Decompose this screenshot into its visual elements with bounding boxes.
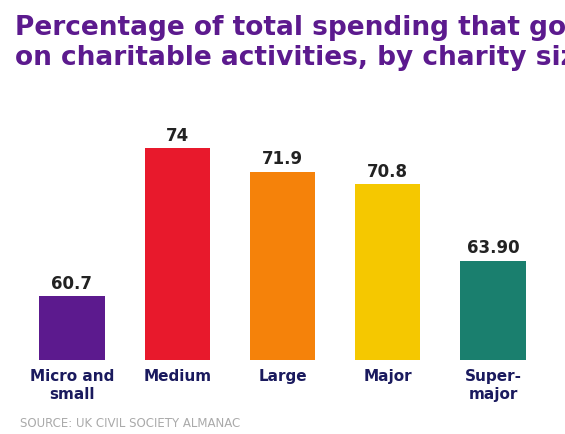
Bar xyxy=(145,148,210,359)
Bar xyxy=(460,260,525,359)
Bar xyxy=(250,172,315,359)
Text: 60.7: 60.7 xyxy=(51,275,93,293)
Text: 70.8: 70.8 xyxy=(367,163,408,181)
Text: SOURCE: UK CIVIL SOCIETY ALMANAC: SOURCE: UK CIVIL SOCIETY ALMANAC xyxy=(20,417,240,430)
Text: 74: 74 xyxy=(166,127,189,145)
Bar xyxy=(355,184,420,359)
Bar xyxy=(40,296,105,359)
Text: Percentage of total spending that goes
on charitable activities, by charity size: Percentage of total spending that goes o… xyxy=(15,15,565,71)
Text: 63.90: 63.90 xyxy=(467,239,519,257)
Text: 71.9: 71.9 xyxy=(262,150,303,168)
